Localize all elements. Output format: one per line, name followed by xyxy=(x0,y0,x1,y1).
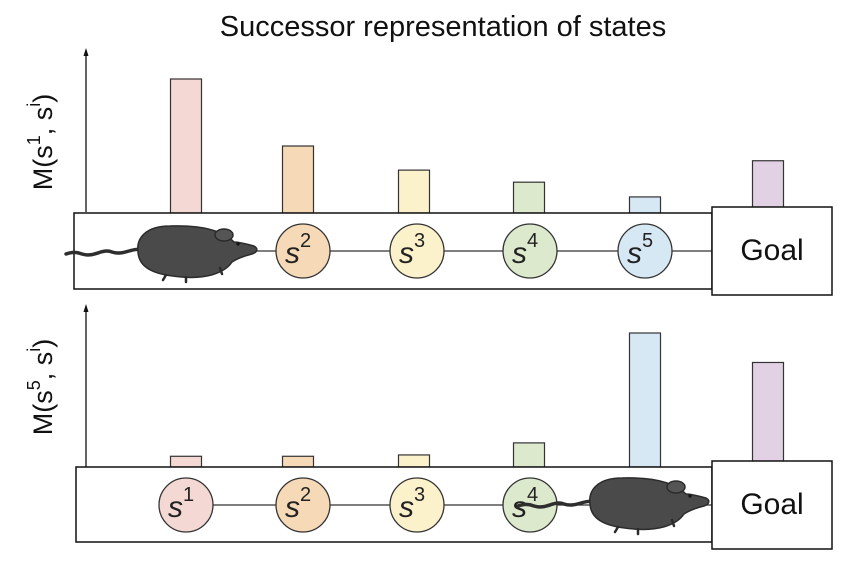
state-s3: s3 xyxy=(389,477,445,533)
bar-s1 xyxy=(169,455,203,468)
goal-label: Goal xyxy=(740,234,803,267)
bar-s4 xyxy=(512,442,546,468)
svg-text:s4: s4 xyxy=(512,484,538,524)
y-axis-label: M(s5, si) xyxy=(24,339,58,436)
bar-series xyxy=(169,78,785,214)
bar-s3 xyxy=(397,454,431,468)
bar-s3 xyxy=(397,169,431,214)
svg-text:s2: s2 xyxy=(285,230,311,270)
bar-s1 xyxy=(169,78,203,214)
goal-box xyxy=(711,206,833,296)
state-s3: s3 xyxy=(389,223,445,279)
svg-text:s3: s3 xyxy=(399,230,425,270)
bar-goal xyxy=(751,361,785,468)
state-s4: s4 xyxy=(502,223,558,279)
bar-s4 xyxy=(512,181,546,214)
svg-text:s4: s4 xyxy=(512,230,538,270)
y-axis-label: M(s1, si) xyxy=(24,94,58,191)
goal-label: Goal xyxy=(740,488,803,521)
y-axis-arrow-icon xyxy=(83,48,89,56)
svg-text:s5: s5 xyxy=(627,230,653,270)
bar-series xyxy=(169,332,785,468)
y-axis-arrow-icon xyxy=(83,304,89,312)
svg-text:s1: s1 xyxy=(168,484,194,524)
bar-s2 xyxy=(281,455,315,468)
bar-goal xyxy=(751,160,785,214)
state-s2: s2 xyxy=(275,477,331,533)
state-s1: s1 xyxy=(158,477,214,533)
panel-top: M(s1, si) s2 s3 s4 s5 Goal xyxy=(24,48,833,296)
panel-bottom: M(s5, si) s1 s2 s3 s4 Goal xyxy=(24,304,833,550)
bar-s5 xyxy=(628,196,662,214)
bar-s2 xyxy=(281,145,315,214)
goal-box xyxy=(711,460,833,550)
state-s5: s5 xyxy=(617,223,673,279)
svg-text:s2: s2 xyxy=(285,484,311,524)
state-s2: s2 xyxy=(275,223,331,279)
bar-s5 xyxy=(628,332,662,468)
figure-title: Successor representation of states xyxy=(220,11,667,43)
svg-text:s3: s3 xyxy=(399,484,425,524)
